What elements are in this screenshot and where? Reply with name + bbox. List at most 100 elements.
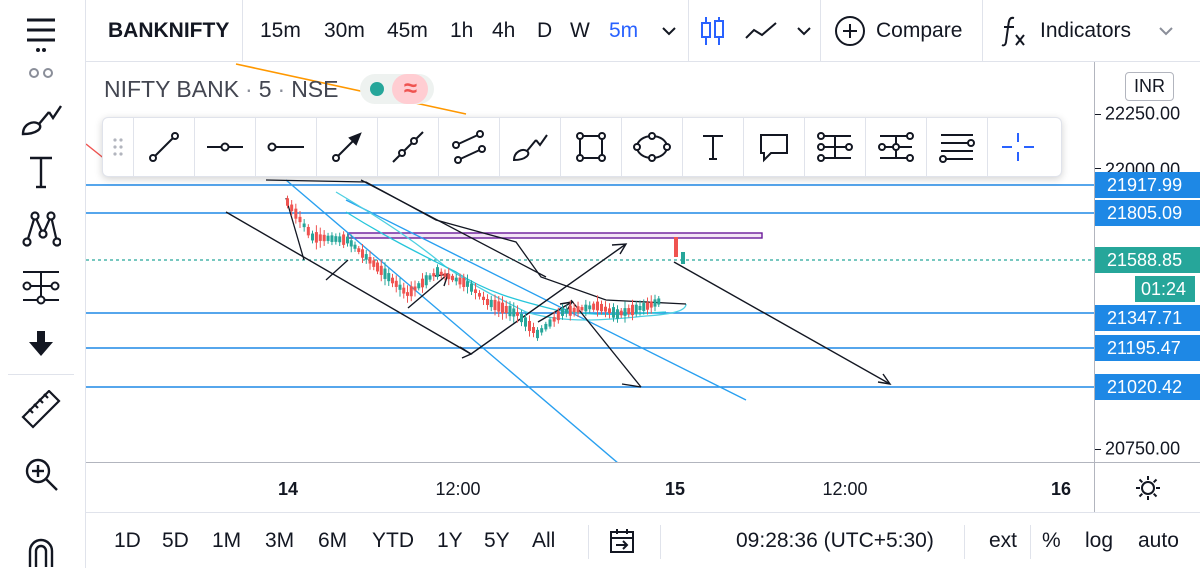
ma-line-1 bbox=[335, 191, 687, 321]
chart-canvas[interactable] bbox=[86, 62, 1094, 462]
symbol-search[interactable]: BANKNIFTY bbox=[108, 0, 229, 62]
candle-body bbox=[540, 328, 544, 333]
magnet-icon[interactable] bbox=[8, 532, 74, 568]
toolbar-divider bbox=[242, 0, 243, 62]
candle-body bbox=[394, 280, 398, 287]
text-tool-icon[interactable] bbox=[8, 150, 74, 194]
ruler-icon[interactable] bbox=[8, 388, 74, 432]
chart-type-dropdown[interactable] bbox=[796, 0, 812, 62]
time-scale[interactable]: 14 12:00 15 12:00 16 bbox=[86, 462, 1094, 512]
trend-line-tool-icon[interactable] bbox=[133, 118, 194, 176]
time-label: 12:00 bbox=[435, 479, 481, 499]
extended-line-tool-icon[interactable] bbox=[377, 118, 438, 176]
trend-line-black-5 bbox=[325, 259, 349, 281]
chart-legend[interactable]: NIFTY BANK · 5 · NSE ≈ bbox=[104, 74, 435, 104]
timeframe-45m[interactable]: 45m bbox=[387, 19, 428, 42]
arrow-path-2 bbox=[673, 261, 892, 385]
candle-body bbox=[346, 236, 349, 244]
legend-separator: · bbox=[277, 75, 286, 102]
brush-icon[interactable] bbox=[8, 98, 74, 142]
legend-symbol-name: NIFTY BANK bbox=[104, 75, 240, 102]
range-ytd[interactable]: YTD bbox=[372, 529, 414, 552]
range-1y[interactable]: 1Y bbox=[437, 529, 463, 552]
candle-body bbox=[524, 317, 527, 327]
go-to-date-button[interactable] bbox=[608, 513, 636, 568]
arrow-tool-icon[interactable] bbox=[316, 118, 377, 176]
legend-separator: · bbox=[245, 75, 253, 102]
price-tag: 21917.99 bbox=[1095, 172, 1200, 198]
extended-hours-toggle[interactable]: ext bbox=[989, 529, 1018, 552]
currency-button[interactable]: INR bbox=[1125, 72, 1174, 101]
horizontal-ray-tool-icon[interactable] bbox=[194, 118, 255, 176]
timeframe-30m[interactable]: 30m bbox=[324, 19, 365, 42]
market-status-pill[interactable]: ≈ bbox=[360, 74, 435, 104]
range-1d[interactable]: 1D bbox=[114, 529, 141, 552]
crosshair-tool-icon[interactable] bbox=[987, 118, 1048, 176]
pattern-tool-icon[interactable] bbox=[8, 206, 74, 250]
candle-body bbox=[447, 273, 451, 280]
chevron-down-icon bbox=[662, 27, 676, 36]
timeframe-5m[interactable]: 5m bbox=[609, 19, 639, 42]
candle-body bbox=[368, 256, 372, 264]
price-scale[interactable]: INR 22250.00 22000.00 21917.99 21805.09 … bbox=[1094, 62, 1200, 462]
candle-body bbox=[439, 271, 443, 276]
fib-tool-icon[interactable] bbox=[8, 60, 74, 82]
candle-body bbox=[681, 252, 685, 264]
parallel-channel-tool-icon[interactable] bbox=[438, 118, 499, 176]
measure-levels-icon[interactable] bbox=[8, 264, 74, 308]
drag-handle-icon[interactable] bbox=[103, 118, 133, 176]
more-dropdown[interactable] bbox=[1158, 0, 1174, 62]
candle-body bbox=[318, 234, 322, 241]
axis-tick bbox=[1095, 168, 1101, 169]
candle-body bbox=[322, 234, 326, 242]
horizontal-line-tool-icon[interactable] bbox=[255, 118, 316, 176]
timeframe-w[interactable]: W bbox=[570, 19, 590, 42]
range-5y[interactable]: 5Y bbox=[484, 529, 510, 552]
range-6m[interactable]: 6M bbox=[318, 529, 348, 552]
candle-body bbox=[638, 305, 642, 311]
candle-body bbox=[326, 235, 330, 241]
arrow-down-icon[interactable] bbox=[8, 326, 74, 360]
range-all[interactable]: All bbox=[532, 529, 556, 552]
timeframe-15m[interactable]: 15m bbox=[260, 19, 301, 42]
toolbar-divider bbox=[820, 0, 821, 62]
range-5d[interactable]: 5D bbox=[162, 529, 189, 552]
candle-body bbox=[364, 254, 368, 260]
zoom-in-icon[interactable] bbox=[8, 452, 74, 496]
candle-body bbox=[544, 323, 548, 330]
timeframe-d[interactable]: D bbox=[537, 19, 553, 42]
log-scale-toggle[interactable]: log bbox=[1085, 529, 1114, 552]
timeframe-dropdown[interactable] bbox=[661, 0, 677, 62]
ellipse-tool-icon[interactable] bbox=[621, 118, 682, 176]
menu-icon[interactable] bbox=[8, 12, 74, 56]
toolbar-divider bbox=[982, 0, 983, 62]
candle-body bbox=[298, 216, 302, 223]
range-3m[interactable]: 3M bbox=[265, 529, 295, 552]
line-chart-type[interactable] bbox=[744, 0, 778, 62]
chart-settings-button[interactable] bbox=[1094, 462, 1200, 512]
candles-chart-type[interactable] bbox=[700, 0, 726, 62]
text-tool-icon[interactable] bbox=[682, 118, 743, 176]
percent-scale-toggle[interactable]: % bbox=[1042, 529, 1061, 552]
fib-levels-tool-icon[interactable] bbox=[926, 118, 987, 176]
compare-button[interactable]: Compare bbox=[834, 0, 962, 62]
chart-pane[interactable] bbox=[86, 62, 1094, 462]
range-1m[interactable]: 1M bbox=[212, 529, 242, 552]
candle-body bbox=[306, 226, 310, 236]
brush-tool-icon[interactable] bbox=[499, 118, 560, 176]
callout-tool-icon[interactable] bbox=[743, 118, 804, 176]
candle-body bbox=[600, 303, 603, 312]
long-position-tool-icon[interactable] bbox=[804, 118, 865, 176]
rectangle-tool-icon[interactable] bbox=[560, 118, 621, 176]
time-label: 15 bbox=[664, 479, 686, 499]
short-position-tool-icon[interactable] bbox=[865, 118, 926, 176]
time-label: 14 bbox=[277, 479, 299, 499]
timeframe-1h[interactable]: 1h bbox=[450, 19, 474, 42]
price-tag: 21347.71 bbox=[1095, 305, 1200, 331]
auto-scale-toggle[interactable]: auto bbox=[1138, 529, 1179, 552]
chevron-down-icon bbox=[797, 27, 811, 36]
plus-circle-icon bbox=[835, 16, 865, 46]
timeframe-4h[interactable]: 4h bbox=[492, 19, 516, 42]
clock-timezone[interactable]: 09:28:36 (UTC+5:30) bbox=[736, 529, 934, 552]
indicators-button[interactable]: Indicators bbox=[1000, 0, 1131, 62]
